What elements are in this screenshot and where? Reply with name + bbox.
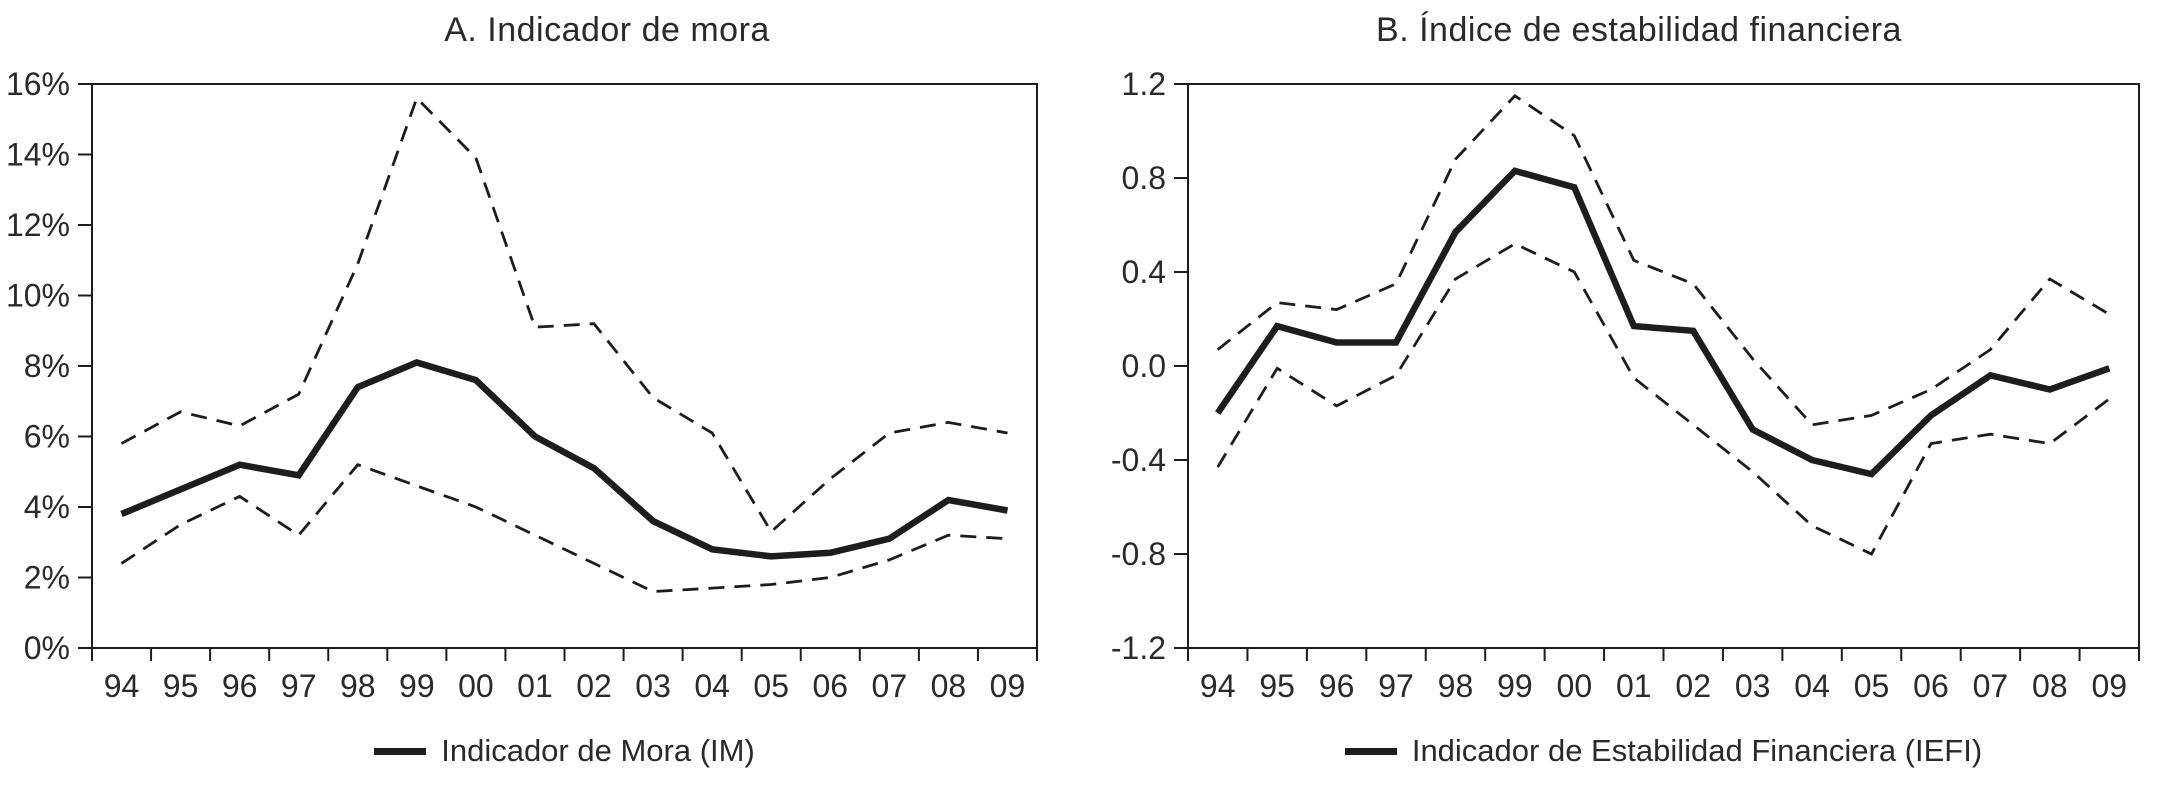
x-axis-tick-label: 94 [104,668,140,704]
iefi-line [1215,167,2111,478]
im-lower-band-line [120,463,1008,594]
y-axis-tick-label: 2% [24,560,70,596]
x-axis-tick-label: 96 [1319,668,1355,704]
x-axis-tick-label: 04 [1794,668,1830,704]
y-axis-tick-label: 6% [24,419,70,455]
x-axis-tick-label: 02 [576,668,612,704]
y-axis-tick-label: 16% [6,66,70,102]
iefi-lower-band-line [1216,242,2111,556]
x-axis-tick-label: 01 [517,668,553,704]
x-axis-tick-label: 06 [812,668,848,704]
y-axis-tick-label: 1.2 [1122,66,1166,102]
x-axis-tick-label: 96 [222,668,258,704]
im-upper-band-line [120,95,1008,534]
x-axis-tick-label: 08 [2032,668,2068,704]
panel-a-plot-area: 16% 14% 12% 10% 8% 6% 4% 2% 0% 94 95 96 97 98 99 00 01 02… [6,66,1038,704]
y-axis-tick-label: 0.8 [1122,160,1166,196]
panel-b-title: B. Índice de estabilidad financiera [1376,11,1902,49]
x-axis-tick-label: 98 [340,668,376,704]
panel-indicador-de-mora: A. Indicador de mora 16% 14% 12% 10% 8% 6% 4% 2… [6,11,1038,775]
panel-a-title: A. Indicador de mora [444,11,770,49]
x-axis-tick-label: 99 [1497,668,1533,704]
y-axis-tick-label: -0.4 [1111,442,1166,478]
x-axis-tick-label: 00 [1557,668,1593,704]
x-axis-tick-label: 03 [635,668,671,704]
x-axis-tick-label: 07 [872,668,908,704]
x-axis-tick-label: 05 [1854,668,1890,704]
y-axis-tick-label: 12% [6,207,70,243]
x-axis-tick-label: 98 [1438,668,1474,704]
y-axis-tick-label: 0% [24,630,70,666]
x-axis-tick-label: 02 [1675,668,1711,704]
panel-b-legend: Indicador de Estabilidad Financiera (IEF… [1188,727,2139,775]
im-line-swatch [374,747,427,755]
y-axis-tick-label: -0.8 [1111,536,1166,572]
x-axis-tick-label: 09 [990,668,1026,704]
y-axis-tick-label: 4% [24,489,70,525]
x-axis-tick-label: 99 [399,668,435,704]
x-axis-tick-label: 06 [1913,668,1949,704]
y-axis-tick-label: -1.2 [1111,630,1166,666]
im-line [120,359,1009,560]
plot-border [91,83,1038,649]
x-axis-tick-label: 03 [1735,668,1771,704]
y-axis-tick-label: 10% [6,278,70,314]
y-axis-tick-label: 0.0 [1122,348,1166,384]
x-axis-tick-label: 95 [163,668,199,704]
x-axis-tick-label: 01 [1616,668,1652,704]
iefi-line-swatch [1344,747,1397,755]
x-axis-tick-label: 00 [458,668,494,704]
x-axis-tick-label: 08 [931,668,967,704]
x-axis-tick-label: 97 [1378,668,1414,704]
panel-b-plot-area: 1.2 0.8 0.4 0.0 -0.4 -0.8 -1.2 94 95 96 97 98 99 00 01… [1111,66,2140,704]
plot-border [1187,83,2140,649]
panel-a-legend: Indicador de Mora (IM) [92,727,1037,775]
y-axis-tick-label: 14% [6,137,70,173]
x-axis-tick-label: 97 [281,668,317,704]
x-axis-tick-label: 07 [1973,668,2009,704]
iefi-legend-label: Indicador de Estabilidad Financiera (IEF… [1411,733,1983,768]
panel-indice-estabilidad-financiera: B. Índice de estabilidad financiera 1.2 0… [1079,0,2158,787]
x-axis-tick-label: 05 [753,668,789,704]
iefi-upper-band-line [1216,93,2111,427]
y-axis-tick-label: 8% [24,348,70,384]
x-axis-tick-label: 95 [1259,668,1295,704]
y-axis-tick-label: 0.4 [1122,254,1166,290]
x-axis-tick-label: 09 [2091,668,2127,704]
x-axis-tick-label: 94 [1200,668,1236,704]
im-legend-label: Indicador de Mora (IM) [441,733,755,768]
x-axis-tick-label: 04 [694,668,730,704]
